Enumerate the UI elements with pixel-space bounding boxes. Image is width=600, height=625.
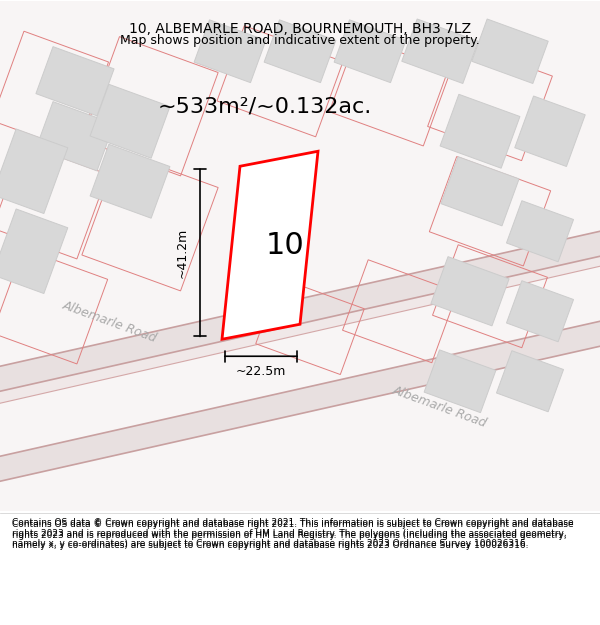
Text: ~22.5m: ~22.5m bbox=[236, 365, 286, 378]
Polygon shape bbox=[506, 201, 574, 262]
Text: ~41.2m: ~41.2m bbox=[176, 228, 188, 278]
Polygon shape bbox=[0, 129, 68, 214]
Polygon shape bbox=[441, 157, 519, 226]
Polygon shape bbox=[0, 231, 600, 391]
Polygon shape bbox=[334, 20, 406, 82]
Text: ~533m²/~0.132ac.: ~533m²/~0.132ac. bbox=[158, 96, 372, 116]
Polygon shape bbox=[90, 84, 170, 158]
Polygon shape bbox=[402, 19, 478, 84]
Polygon shape bbox=[90, 144, 170, 218]
Polygon shape bbox=[194, 20, 266, 82]
Polygon shape bbox=[431, 257, 509, 326]
Polygon shape bbox=[264, 20, 336, 82]
Text: Contains OS data © Crown copyright and database right 2021. This information is : Contains OS data © Crown copyright and d… bbox=[12, 518, 574, 548]
Text: Map shows position and indicative extent of the property.: Map shows position and indicative extent… bbox=[120, 34, 480, 48]
Text: Albemarle Road: Albemarle Road bbox=[61, 298, 159, 344]
Polygon shape bbox=[36, 102, 114, 171]
Polygon shape bbox=[0, 1, 600, 511]
Text: 10: 10 bbox=[266, 231, 304, 260]
Polygon shape bbox=[424, 350, 496, 413]
Polygon shape bbox=[0, 256, 600, 403]
Polygon shape bbox=[506, 281, 574, 342]
Polygon shape bbox=[472, 19, 548, 84]
Polygon shape bbox=[0, 209, 68, 294]
Polygon shape bbox=[36, 47, 114, 116]
Polygon shape bbox=[222, 151, 318, 339]
Polygon shape bbox=[496, 351, 563, 412]
Polygon shape bbox=[440, 94, 520, 168]
Text: Albemarle Road: Albemarle Road bbox=[391, 383, 489, 429]
Polygon shape bbox=[515, 96, 585, 166]
Text: Contains OS data © Crown copyright and database right 2021. This information is : Contains OS data © Crown copyright and d… bbox=[12, 521, 574, 550]
Polygon shape bbox=[0, 321, 600, 481]
Text: 10, ALBEMARLE ROAD, BOURNEMOUTH, BH3 7LZ: 10, ALBEMARLE ROAD, BOURNEMOUTH, BH3 7LZ bbox=[129, 22, 471, 36]
